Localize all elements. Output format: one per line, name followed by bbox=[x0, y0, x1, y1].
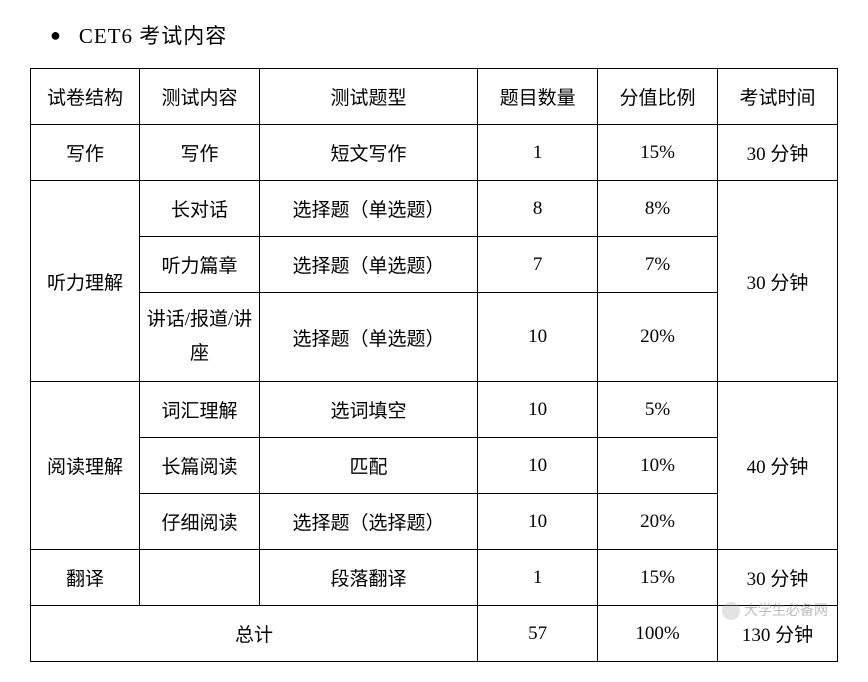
listening-structure: 听力理解 bbox=[31, 181, 140, 382]
wechat-icon bbox=[722, 602, 740, 620]
listening-content-3: 讲话/报道/讲座 bbox=[140, 293, 260, 382]
reading-type-1: 选词填空 bbox=[260, 382, 478, 438]
total-label: 总计 bbox=[31, 606, 478, 662]
reading-percent-2: 10% bbox=[598, 438, 718, 494]
reading-content-1: 词汇理解 bbox=[140, 382, 260, 438]
reading-type-2: 匹配 bbox=[260, 438, 478, 494]
document-title: CET6 考试内容 bbox=[79, 20, 227, 50]
listening-count-1: 8 bbox=[478, 181, 598, 237]
writing-type: 短文写作 bbox=[260, 125, 478, 181]
listening-content-1: 长对话 bbox=[140, 181, 260, 237]
listening-percent-1: 8% bbox=[598, 181, 718, 237]
writing-content: 写作 bbox=[140, 125, 260, 181]
translation-content bbox=[140, 550, 260, 606]
header-time: 考试时间 bbox=[718, 69, 838, 125]
reading-structure: 阅读理解 bbox=[31, 382, 140, 550]
listening-count-2: 7 bbox=[478, 237, 598, 293]
reading-content-3: 仔细阅读 bbox=[140, 494, 260, 550]
reading-count-1: 10 bbox=[478, 382, 598, 438]
listening-row-1: 听力理解 长对话 选择题（单选题） 8 8% 30 分钟 bbox=[31, 181, 838, 237]
reading-percent-1: 5% bbox=[598, 382, 718, 438]
reading-count-2: 10 bbox=[478, 438, 598, 494]
exam-content-table: 试卷结构 测试内容 测试题型 题目数量 分值比例 考试时间 写作 写作 短文写作… bbox=[30, 68, 838, 662]
header-percent: 分值比例 bbox=[598, 69, 718, 125]
writing-count: 1 bbox=[478, 125, 598, 181]
listening-type-1: 选择题（单选题） bbox=[260, 181, 478, 237]
total-count: 57 bbox=[478, 606, 598, 662]
header-structure: 试卷结构 bbox=[31, 69, 140, 125]
watermark: 大学生必备网 bbox=[722, 600, 828, 620]
listening-type-3: 选择题（单选题） bbox=[260, 293, 478, 382]
listening-content-2: 听力篇章 bbox=[140, 237, 260, 293]
reading-percent-3: 20% bbox=[598, 494, 718, 550]
listening-row-2: 听力篇章 选择题（单选题） 7 7% bbox=[31, 237, 838, 293]
reading-content-2: 长篇阅读 bbox=[140, 438, 260, 494]
translation-percent: 15% bbox=[598, 550, 718, 606]
writing-row: 写作 写作 短文写作 1 15% 30 分钟 bbox=[31, 125, 838, 181]
reading-count-3: 10 bbox=[478, 494, 598, 550]
listening-time: 30 分钟 bbox=[718, 181, 838, 382]
listening-row-3: 讲话/报道/讲座 选择题（单选题） 10 20% bbox=[31, 293, 838, 382]
reading-time: 40 分钟 bbox=[718, 382, 838, 550]
writing-percent: 15% bbox=[598, 125, 718, 181]
listening-count-3: 10 bbox=[478, 293, 598, 382]
listening-percent-3: 20% bbox=[598, 293, 718, 382]
reading-row-3: 仔细阅读 选择题（选择题） 10 20% bbox=[31, 494, 838, 550]
listening-type-2: 选择题（单选题） bbox=[260, 237, 478, 293]
writing-structure: 写作 bbox=[31, 125, 140, 181]
translation-time: 30 分钟 bbox=[718, 550, 838, 606]
bullet-icon: ● bbox=[50, 25, 61, 46]
watermark-text: 大学生必备网 bbox=[744, 602, 828, 618]
total-row: 总计 57 100% 130 分钟 bbox=[31, 606, 838, 662]
table-header-row: 试卷结构 测试内容 测试题型 题目数量 分值比例 考试时间 bbox=[31, 69, 838, 125]
translation-count: 1 bbox=[478, 550, 598, 606]
translation-type: 段落翻译 bbox=[260, 550, 478, 606]
header-content: 测试内容 bbox=[140, 69, 260, 125]
header-type: 测试题型 bbox=[260, 69, 478, 125]
reading-type-3: 选择题（选择题） bbox=[260, 494, 478, 550]
listening-percent-2: 7% bbox=[598, 237, 718, 293]
reading-row-1: 阅读理解 词汇理解 选词填空 10 5% 40 分钟 bbox=[31, 382, 838, 438]
header-count: 题目数量 bbox=[478, 69, 598, 125]
translation-structure: 翻译 bbox=[31, 550, 140, 606]
document-title-row: ● CET6 考试内容 bbox=[50, 20, 838, 50]
reading-row-2: 长篇阅读 匹配 10 10% bbox=[31, 438, 838, 494]
writing-time: 30 分钟 bbox=[718, 125, 838, 181]
translation-row: 翻译 段落翻译 1 15% 30 分钟 bbox=[31, 550, 838, 606]
total-percent: 100% bbox=[598, 606, 718, 662]
